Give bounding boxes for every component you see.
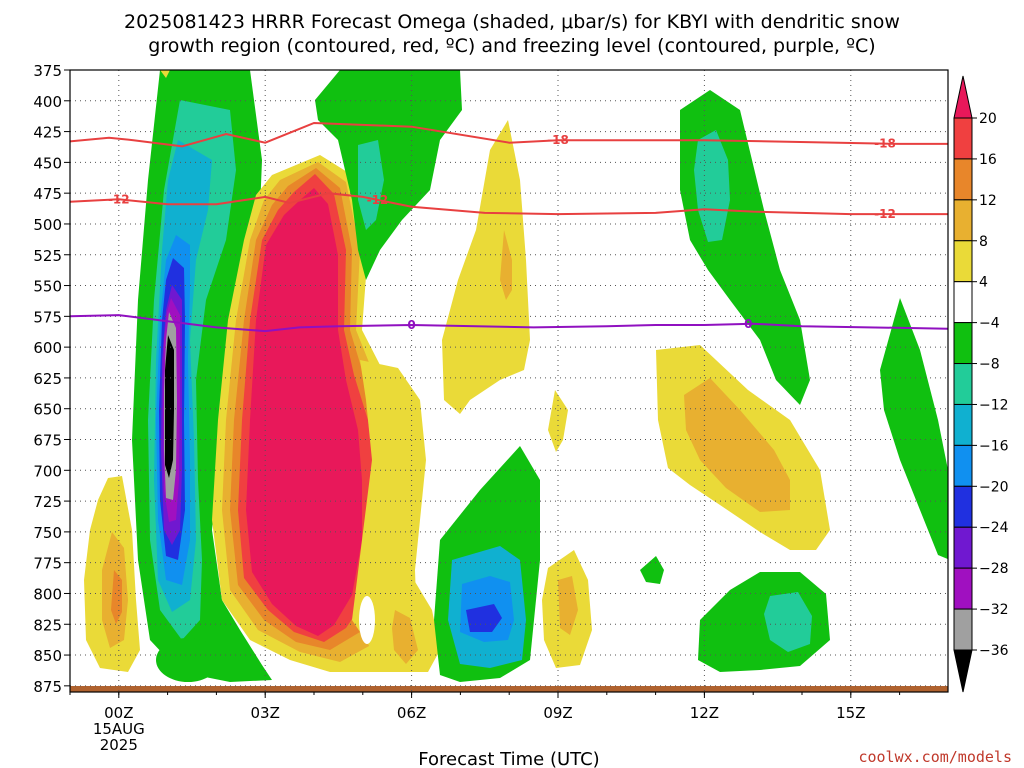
y-tick-label: 800	[33, 585, 62, 603]
y-tick-label: 525	[33, 247, 62, 265]
colorbar-label: 16	[979, 152, 997, 168]
colorbar-segment	[953, 526, 973, 569]
x-tick-label: 06Z	[397, 704, 426, 722]
contour-line	[70, 192, 948, 216]
colorbar-top-tip	[953, 75, 973, 119]
colorbar-label: −8	[979, 357, 1000, 373]
y-tick-label: 875	[33, 678, 62, 696]
x-tick-date: 15AUG	[93, 720, 145, 738]
colorbar-label: −28	[979, 561, 1009, 577]
contour-lines: -18 -18 -12 -12 -12 0 0	[70, 121, 948, 333]
colorbar-bottom-tip	[953, 649, 973, 693]
colorbar-segment	[953, 567, 973, 610]
colorbar-segment	[953, 117, 973, 160]
colorbar-segment	[953, 444, 973, 487]
y-tick-label: 375	[33, 62, 62, 80]
colorbar-segment	[953, 403, 973, 446]
colorbar-segment	[953, 485, 973, 528]
colorbar-segment	[953, 363, 973, 405]
y-tick-label: 550	[33, 278, 62, 296]
contour-label: -12	[874, 207, 896, 221]
colorbar-segment	[953, 199, 973, 242]
y-tick-label: 425	[33, 124, 62, 142]
y-tick-label: 725	[33, 493, 62, 511]
contour-label: -12	[108, 192, 130, 206]
y-tick-label: 400	[33, 93, 62, 111]
y-tick-label: 775	[33, 555, 62, 573]
colorbar-segment	[953, 608, 973, 651]
colorbar-label: −24	[979, 520, 1009, 536]
y-tick-label: 600	[33, 339, 62, 357]
x-tick-label: 12Z	[690, 704, 719, 722]
contour-line	[70, 314, 948, 333]
colorbar-segment	[953, 281, 973, 324]
colorbar-segment	[953, 158, 973, 201]
chart-title-line2: growth region (contoured, red, ºC) and f…	[148, 35, 875, 57]
colorbar-label: −4	[979, 316, 1000, 332]
colorbar-label: −12	[979, 397, 1009, 413]
x-tick-label: 15Z	[836, 704, 865, 722]
y-tick-label: 575	[33, 308, 62, 326]
plot-area: -18 -18 -12 -12 -12 0 0	[70, 70, 948, 692]
contour-label: -18	[547, 133, 569, 147]
colorbar-label: 8	[979, 234, 988, 250]
omega-shading	[84, 70, 948, 682]
contour-label: 0	[744, 317, 752, 331]
y-tick-label: 675	[33, 432, 62, 450]
credit-text: coolwx.com/models	[858, 748, 1012, 766]
colorbar-segment	[953, 240, 973, 283]
x-tick-year: 2025	[100, 736, 138, 754]
y-tick-label: 500	[33, 216, 62, 234]
y-axis-pressure: 375 400 425 450 475 500 525 550 575 600 625 650 675 7…	[33, 62, 70, 696]
colorbar-label: 20	[979, 111, 997, 127]
colorbar-label: −20	[979, 479, 1009, 495]
colorbar-label: −16	[979, 438, 1009, 454]
y-tick-label: 700	[33, 462, 62, 480]
y-tick-label: 850	[33, 647, 62, 665]
contour-label: -12	[367, 193, 389, 207]
contour-label: -18	[874, 137, 896, 151]
y-tick-label: 750	[33, 524, 62, 542]
y-tick-label: 650	[33, 401, 62, 419]
x-tick-label: 03Z	[251, 704, 280, 722]
x-tick-label: 00Z	[104, 704, 133, 722]
chart-title-line1: 2025081423 HRRR Forecast Omega (shaded, …	[124, 11, 900, 33]
contour-label: 0	[407, 318, 415, 332]
y-tick-label: 450	[33, 154, 62, 172]
colorbar-label: −32	[979, 602, 1009, 618]
x-axis-label: Forecast Time (UTC)	[418, 749, 599, 768]
y-tick-label: 625	[33, 370, 62, 388]
x-tick-label: 09Z	[543, 704, 572, 722]
y-tick-label: 825	[33, 616, 62, 634]
colorbar-label: 12	[979, 193, 997, 209]
grid-lines	[70, 70, 948, 692]
colorbar-label: 4	[979, 275, 988, 291]
colorbar-label: −36	[979, 643, 1009, 659]
colorbar: 20 16 12 8 4 −4 −8 −12 −16 −20 −24 −28 −32 −36	[953, 75, 1009, 693]
y-tick-label: 475	[33, 185, 62, 203]
contour-line	[70, 121, 948, 148]
colorbar-segment	[953, 322, 973, 365]
terrain-band	[70, 686, 948, 692]
